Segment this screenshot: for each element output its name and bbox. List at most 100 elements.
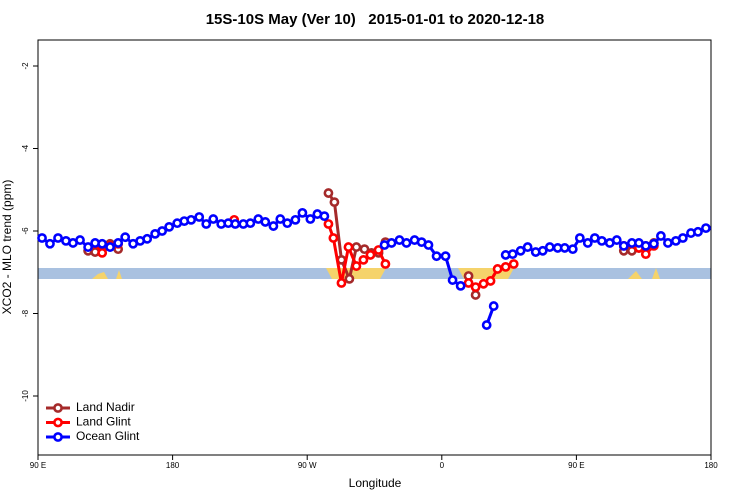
data-point	[75, 235, 85, 245]
data-point	[37, 233, 47, 243]
data-point	[655, 231, 666, 241]
data-point	[611, 235, 622, 245]
data-point	[537, 245, 548, 256]
data-point	[582, 238, 593, 248]
legend-label: Land Nadir	[76, 400, 135, 414]
data-point	[282, 218, 293, 229]
x-tick-label: 180	[166, 461, 180, 470]
data-point	[351, 261, 362, 271]
legend-label: Ocean Glint	[76, 429, 140, 443]
data-point	[693, 226, 703, 237]
data-point	[319, 211, 330, 222]
data-point	[343, 242, 354, 252]
data-point	[105, 242, 115, 252]
y-axis-label: XCO2 - MLO trend (ppm)	[0, 180, 14, 315]
data-point	[701, 223, 711, 234]
series-line	[87, 192, 655, 296]
x-tick-label: 0	[440, 461, 445, 470]
data-point	[329, 197, 340, 208]
data-point	[45, 238, 55, 249]
data-point	[194, 212, 205, 222]
legend-marker	[53, 432, 63, 442]
data-point	[260, 217, 271, 227]
data-point	[640, 240, 651, 251]
data-point	[323, 188, 334, 198]
data-point	[358, 254, 369, 265]
data-point	[677, 233, 688, 243]
data-point	[290, 214, 301, 225]
data-point	[544, 242, 555, 252]
y-tick-label: -4	[21, 144, 30, 152]
data-point	[500, 261, 511, 272]
data-point	[515, 245, 526, 256]
data-point	[359, 244, 370, 255]
data-point	[481, 320, 492, 330]
y-tick-label: -8	[21, 309, 30, 317]
legend-marker	[53, 417, 63, 428]
land-shape	[92, 272, 108, 279]
data-point	[328, 233, 339, 243]
data-point	[559, 243, 570, 253]
data-point	[120, 232, 131, 243]
data-point	[373, 245, 384, 255]
data-point	[268, 221, 279, 231]
y-tick-label: -2	[21, 62, 30, 70]
data-point	[567, 244, 578, 255]
data-point	[447, 275, 458, 285]
data-point	[201, 219, 212, 229]
x-tick-label: 90 W	[298, 461, 317, 470]
data-point	[423, 240, 434, 250]
data-point	[522, 242, 533, 252]
legend-label: Land Glint	[76, 415, 131, 429]
data-point	[83, 242, 94, 252]
data-point	[323, 219, 334, 229]
data-point	[470, 290, 481, 300]
data-point	[648, 238, 659, 249]
x-axis-label: Longitude	[349, 476, 402, 490]
data-point	[463, 278, 474, 288]
data-point	[208, 214, 219, 224]
data-point	[53, 233, 63, 243]
data-point	[164, 221, 175, 232]
data-point	[386, 238, 397, 248]
data-point	[351, 242, 362, 252]
data-point	[275, 214, 286, 224]
data-point	[618, 240, 629, 251]
x-tick-label: 180	[704, 461, 718, 470]
data-point	[344, 273, 355, 284]
data-point	[431, 251, 442, 262]
data-point	[574, 233, 585, 243]
data-point	[488, 301, 499, 311]
land-shape	[116, 270, 122, 279]
data-point	[142, 233, 153, 244]
data-point	[455, 280, 466, 291]
y-tick-label: -10	[21, 390, 30, 402]
data-point	[507, 249, 518, 260]
data-point	[157, 226, 168, 236]
data-point	[640, 249, 651, 260]
data-point	[245, 218, 256, 229]
data-point	[596, 235, 607, 246]
data-point	[380, 259, 391, 269]
data-point	[470, 282, 481, 293]
land-shape	[628, 271, 642, 279]
data-point	[336, 278, 347, 288]
data-point	[230, 219, 241, 229]
data-point	[401, 238, 412, 248]
data-point	[440, 251, 451, 262]
legend-marker	[53, 403, 63, 413]
data-point	[365, 250, 376, 260]
data-point	[508, 259, 519, 269]
data-point	[297, 207, 308, 218]
plot-frame	[37, 39, 712, 456]
data-point	[485, 276, 496, 286]
y-tick-label: -6	[21, 227, 30, 235]
data-point	[492, 264, 503, 274]
land-shape	[652, 268, 660, 279]
data-point	[97, 247, 108, 258]
data-point	[97, 238, 108, 249]
data-point	[305, 214, 316, 224]
x-tick-label: 90 E	[568, 461, 584, 470]
